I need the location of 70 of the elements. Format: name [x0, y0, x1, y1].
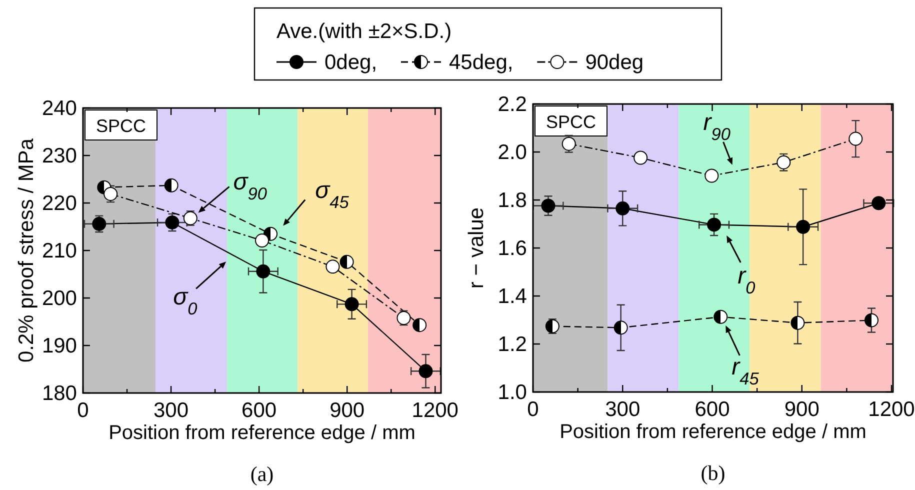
point [340, 254, 354, 269]
x-tick-label: 300 [605, 398, 640, 421]
legend-label: 45deg, [449, 51, 514, 74]
y-tick-label: 200 [42, 287, 77, 310]
annotation: r$_{90}$ [703, 108, 731, 144]
point [541, 198, 556, 213]
point [704, 168, 719, 183]
y-tick-label: 1.8 [498, 189, 527, 212]
legend-label: 90deg [585, 51, 644, 74]
x-axis-title: Position from reference edge / mm [108, 422, 416, 444]
point [714, 310, 728, 324]
point [872, 196, 886, 210]
x-tick-label: 900 [784, 398, 820, 421]
y-tick-label: 1.6 [498, 237, 527, 260]
text: (a) [250, 462, 274, 486]
x-tick-label: 1200 [868, 398, 915, 421]
x-tick-label: 600 [242, 399, 277, 422]
x-tick-label: 0 [527, 398, 539, 421]
annotation: SPCC [96, 116, 146, 136]
x-tick-label: 1200 [412, 399, 458, 422]
y-tick-label: 240 [42, 97, 77, 120]
point [256, 264, 270, 278]
annotation: σ$_{90}$ [233, 168, 268, 204]
point [614, 320, 628, 335]
point [634, 150, 648, 165]
legend-label: 0deg, [324, 51, 378, 74]
annotation: r$_{0}$ [738, 262, 756, 298]
point [707, 218, 722, 232]
point [418, 364, 433, 378]
y-tick-label: 230 [42, 144, 77, 168]
point [864, 313, 878, 328]
point [562, 136, 576, 151]
y-tick-label: 1.2 [498, 333, 527, 356]
x-axis-title: Position from reference edge / mm [560, 421, 866, 443]
point [796, 220, 810, 234]
x-tick-label: 300 [154, 399, 189, 422]
point [344, 297, 359, 312]
annotation: SPCC [546, 112, 596, 132]
point [165, 215, 180, 230]
annotation: r$_{45}$ [732, 353, 760, 388]
point [616, 201, 630, 216]
point [255, 234, 269, 248]
point [326, 260, 340, 274]
y-tick-label: 180 [42, 382, 77, 405]
y-tick-label: 1.0 [498, 381, 527, 404]
point [790, 316, 805, 330]
point [104, 186, 118, 201]
legend-title: Ave.(with ±2×S.D.) [276, 20, 452, 43]
point [396, 310, 411, 325]
point [412, 318, 427, 332]
y-axis-title: r − value [465, 207, 488, 289]
y-tick-label: 1.4 [498, 285, 528, 308]
x-tick-label: 0 [77, 399, 89, 422]
y-tick-label: 190 [42, 334, 77, 358]
x-tick-label: 600 [694, 398, 730, 421]
x-tick-label: 900 [330, 399, 365, 422]
annotation: σ$_{45}$ [315, 176, 350, 212]
point [545, 319, 560, 334]
y-tick-label: 2.2 [498, 93, 527, 116]
point [848, 132, 863, 146]
y-tick-label: 2.0 [498, 141, 527, 164]
point [92, 216, 106, 231]
y-tick-label: 210 [42, 240, 77, 262]
annotation: σ$_{0}$ [173, 284, 198, 319]
text: (b) [700, 461, 726, 485]
point [183, 211, 198, 226]
point [776, 155, 791, 170]
point [164, 178, 178, 192]
y-tick-label: 220 [42, 192, 77, 215]
y-axis-title: 0.2% proof stress / MPa [15, 138, 38, 363]
